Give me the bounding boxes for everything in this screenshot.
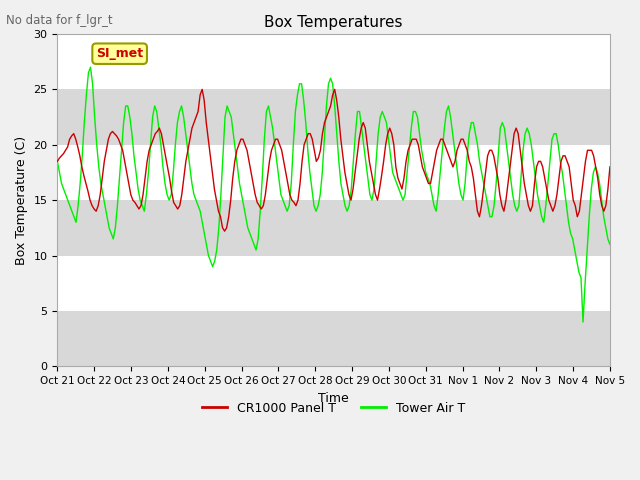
Text: No data for f_lgr_t: No data for f_lgr_t (6, 14, 113, 27)
X-axis label: Time: Time (318, 392, 349, 405)
Title: Box Temperatures: Box Temperatures (264, 15, 403, 30)
Legend: CR1000 Panel T, Tower Air T: CR1000 Panel T, Tower Air T (197, 397, 470, 420)
Bar (58, 200, 610, 255)
Text: SI_met: SI_met (96, 47, 143, 60)
Bar (58, 145, 610, 200)
Bar (58, 34, 610, 89)
Bar (58, 311, 610, 366)
Bar (58, 255, 610, 311)
Y-axis label: Box Temperature (C): Box Temperature (C) (15, 135, 28, 264)
Bar (58, 89, 610, 145)
